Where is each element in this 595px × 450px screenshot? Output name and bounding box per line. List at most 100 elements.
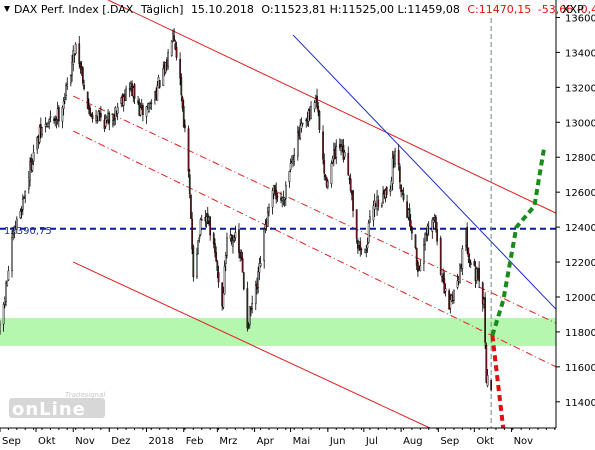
candle xyxy=(316,88,318,110)
candle xyxy=(162,61,165,87)
candle xyxy=(7,265,10,282)
x-tick-label: Okt xyxy=(476,436,494,447)
tradesignal-watermark: Tradesignal onLine xyxy=(9,391,105,420)
candle xyxy=(283,197,286,207)
candle xyxy=(242,272,245,291)
candle xyxy=(97,109,100,122)
candle xyxy=(0,320,1,335)
candle xyxy=(116,102,119,121)
candle xyxy=(473,258,476,267)
candle xyxy=(317,101,320,117)
candle xyxy=(424,232,426,251)
candle xyxy=(156,80,159,101)
candle xyxy=(250,306,252,317)
candle xyxy=(23,196,25,200)
candle xyxy=(82,66,84,86)
candle xyxy=(54,115,57,127)
projection-lines xyxy=(490,148,546,429)
candle xyxy=(112,113,114,128)
candle xyxy=(71,54,73,82)
candle xyxy=(409,214,412,232)
candle xyxy=(73,53,76,63)
candle xyxy=(199,217,202,237)
candle xyxy=(31,158,34,173)
candle xyxy=(158,79,161,89)
channel-lower-line xyxy=(73,261,431,429)
candle xyxy=(453,289,455,304)
candle xyxy=(36,135,39,154)
x-tick-label: Nov xyxy=(75,436,95,447)
candle xyxy=(41,126,43,138)
candle xyxy=(65,82,67,101)
candle xyxy=(289,158,292,173)
candle xyxy=(180,73,183,102)
candle xyxy=(246,281,249,332)
candle xyxy=(331,155,334,165)
candle xyxy=(372,200,375,227)
candle xyxy=(91,112,94,123)
candle xyxy=(456,273,459,290)
projection-down-arrow xyxy=(490,335,506,429)
candle xyxy=(247,322,250,330)
candle xyxy=(442,268,444,284)
candle xyxy=(466,222,468,254)
header-close: C:11470,15 xyxy=(467,3,531,16)
candle xyxy=(38,124,41,145)
x-tick-label: Sep xyxy=(440,436,459,447)
candle xyxy=(391,150,394,191)
candle xyxy=(148,102,150,113)
candle xyxy=(352,189,354,218)
candle xyxy=(240,249,243,261)
candle xyxy=(224,251,227,272)
candle xyxy=(310,101,312,120)
candle xyxy=(381,202,383,209)
candle xyxy=(394,147,396,168)
candle xyxy=(128,82,131,98)
candle xyxy=(20,206,23,219)
x-axis: Sep Okt Nov Dez 2018 Feb Mrz Apr Mai Jun Jul Aug Sep… xyxy=(0,427,556,447)
candle xyxy=(399,163,401,190)
candle xyxy=(299,118,302,141)
candle xyxy=(184,119,186,133)
candle xyxy=(230,233,233,246)
candle xyxy=(70,74,72,87)
support-zone-layer xyxy=(0,317,556,346)
candle xyxy=(426,223,429,242)
candle xyxy=(266,206,269,227)
candle xyxy=(2,302,5,332)
y-tick-label: 11800 xyxy=(565,328,595,339)
x-tick-label: Jul xyxy=(365,436,378,447)
x-tick-label: Aug xyxy=(403,436,423,447)
projection-up-arrow xyxy=(490,148,546,336)
candle xyxy=(30,153,33,173)
plot-area xyxy=(0,0,556,428)
candle xyxy=(251,295,254,314)
candle xyxy=(347,146,350,176)
candle xyxy=(432,217,435,229)
candle xyxy=(29,157,31,187)
candle xyxy=(367,219,370,244)
candle xyxy=(55,116,58,129)
candle xyxy=(468,253,471,268)
candle xyxy=(234,225,237,241)
collapse-triangle-icon[interactable] xyxy=(4,6,10,12)
watermark-badge xyxy=(9,398,105,418)
candle xyxy=(150,99,153,110)
candle xyxy=(377,195,380,211)
candle xyxy=(114,106,117,126)
candle xyxy=(359,237,362,257)
candle xyxy=(257,266,260,294)
candle xyxy=(433,213,436,223)
candle xyxy=(439,235,442,276)
candle xyxy=(248,306,251,329)
candle xyxy=(271,187,274,215)
y-tick-label: 12600 xyxy=(565,188,595,199)
candle xyxy=(293,148,296,166)
candle xyxy=(79,61,82,74)
candle xyxy=(259,255,262,268)
candle xyxy=(360,247,363,255)
candle xyxy=(196,247,198,280)
candle xyxy=(475,266,478,285)
candle xyxy=(179,52,181,86)
candle xyxy=(32,144,35,165)
